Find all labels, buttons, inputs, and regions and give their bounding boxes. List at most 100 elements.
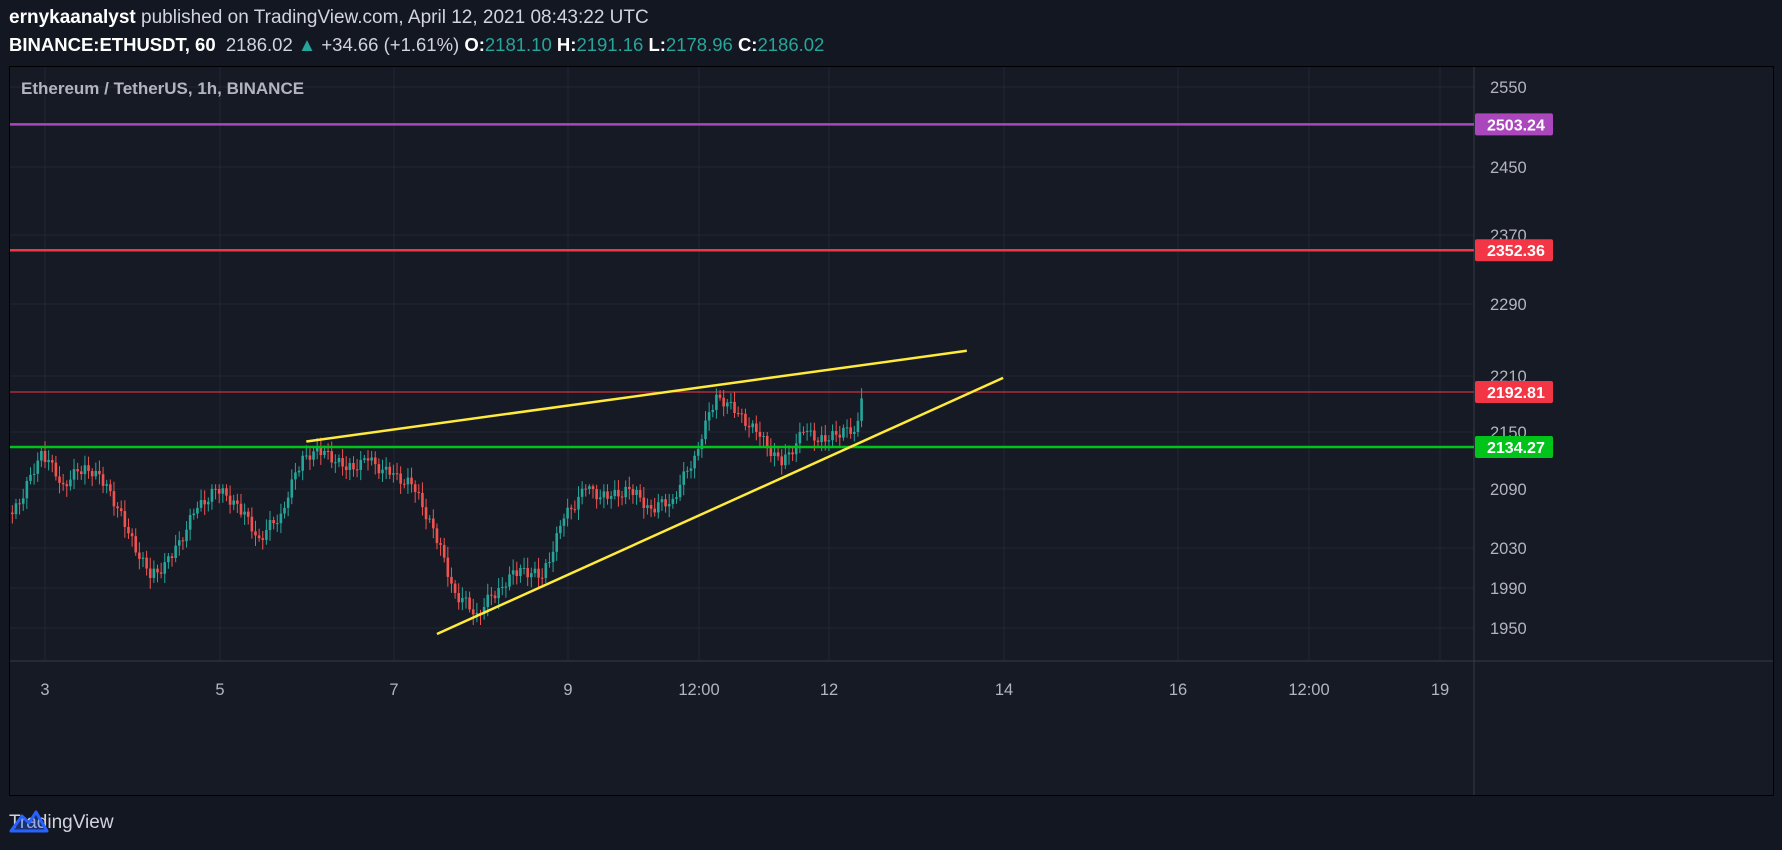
candle-body [580,488,584,497]
candle-body [649,505,653,509]
candle-body [199,499,203,508]
candle-body [762,435,765,437]
tradingview-logo-icon[interactable] [9,807,49,833]
candle-body [569,507,573,510]
trendlines [306,349,1004,636]
x-tick-label: 16 [1169,681,1187,699]
brand-name[interactable]: TradingView [9,812,114,833]
level-price-badge [1475,239,1553,262]
candle-body [664,499,667,507]
candle-body [130,533,134,537]
candle-body [442,544,446,558]
candle-body [798,431,802,444]
candle-body [196,507,199,514]
candle-body [101,474,105,486]
candle-body [540,577,544,579]
candle-body [185,529,188,542]
candle-body [667,503,671,507]
candle-body [228,495,232,505]
candle-body [490,594,493,596]
candle-body [87,465,90,472]
candle-body [65,484,69,487]
candle-body [725,402,729,407]
candle-body [170,556,174,558]
candle-body [98,470,101,475]
candle-body [297,470,301,473]
y-tick-label: 2030 [1490,540,1527,558]
candle-body [18,503,21,505]
candle-body [450,576,453,584]
candle-body [606,491,609,499]
candle-body [715,394,718,410]
candle-body [671,498,675,504]
candle-body [595,489,598,500]
candle-body [217,489,221,494]
candle-body [159,572,163,574]
candle-body [402,483,406,485]
candle-body [250,516,254,532]
candle-body [214,488,217,490]
candle-body [305,455,308,457]
candle-body [638,490,642,498]
candle-body [181,540,185,542]
candle-body [337,458,341,463]
candle-body [25,480,29,499]
candle-body [36,460,40,474]
candle-body [319,447,323,456]
candle-body [591,486,595,490]
candle-body [232,500,236,505]
candle-body [617,489,620,497]
candle-body [384,466,388,470]
candle-body [268,520,272,531]
candle-body [366,458,370,461]
candle-body [32,473,36,475]
candle-body [704,420,707,440]
y-tick-label: 2290 [1490,296,1527,314]
close-value: 2186.02 [757,34,825,55]
candle-body [156,568,159,573]
candle-body [312,451,315,460]
level-price-label: 2192.81 [1487,385,1545,402]
candle-body [707,412,711,421]
price-chart[interactable]: Ethereum / TetherUS, 1h, BINANCE 2550 2450… [10,67,1773,795]
candle-body [780,456,784,466]
candle-body [696,448,700,456]
candle-body [109,484,112,492]
grid [10,67,1474,661]
candle-body [660,499,664,503]
footer: TradingView [9,807,114,839]
horizontal-levels: 2503.24 2352.36 2192.81 2134.27 [10,113,1553,458]
candle-body [838,434,842,438]
level-price-label: 2134.27 [1487,440,1545,457]
candle-body [210,488,214,502]
candle-body [141,557,145,559]
candle-body [566,507,569,519]
candle-body [439,543,442,545]
candle-body [831,431,834,441]
candle-body [370,457,373,461]
candle-body [167,556,170,563]
candle-body [207,501,210,505]
x-axis: 3 5 7 9 12:00 12 14 16 12:00 19 [40,681,1449,699]
candle-body [428,518,431,520]
candle-body [352,463,355,470]
candle-body [675,497,678,499]
level-price-label: 2352.36 [1487,243,1545,260]
close-label: C: [737,34,758,55]
author-name[interactable]: ernykaanalyst [9,7,136,28]
candle-body [14,503,18,515]
candle-body [279,513,283,524]
candle-body [744,413,747,426]
candle-body [410,477,413,485]
publish-info: ernykaanalyst published on TradingView.c… [9,6,649,30]
candle-body [519,568,522,577]
candle-body [823,435,827,442]
candle-body [453,583,457,593]
candle-body [627,486,631,489]
chart-panel[interactable]: Ethereum / TetherUS, 1h, BINANCE 2550 2450… [9,66,1774,796]
candle-body [47,460,50,463]
candle-body [526,567,529,578]
candle-body [315,447,319,452]
candle-body [261,538,265,540]
candle-body [275,523,279,525]
